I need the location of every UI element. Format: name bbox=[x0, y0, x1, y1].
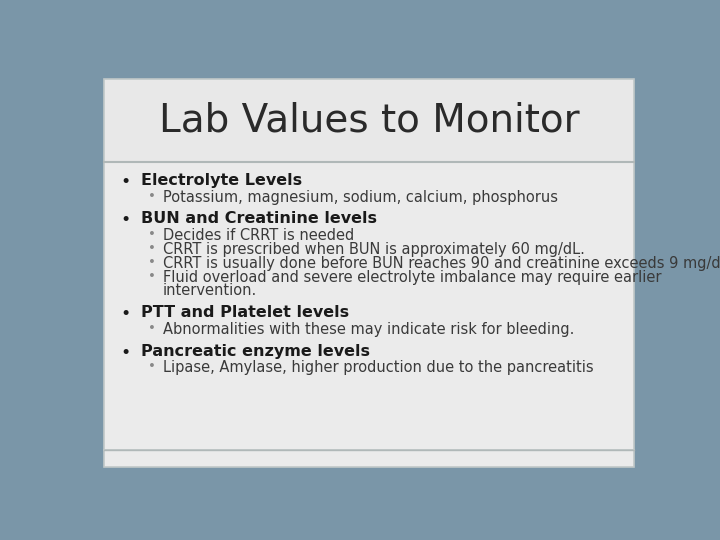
Text: Fluid overload and severe electrolyte imbalance may require earlier: Fluid overload and severe electrolyte im… bbox=[163, 269, 662, 285]
Text: CRRT is prescribed when BUN is approximately 60 mg/dL.: CRRT is prescribed when BUN is approxima… bbox=[163, 242, 585, 257]
Text: •: • bbox=[148, 322, 156, 335]
Text: •: • bbox=[148, 269, 156, 282]
Text: Abnormalities with these may indicate risk for bleeding.: Abnormalities with these may indicate ri… bbox=[163, 322, 575, 337]
FancyBboxPatch shape bbox=[104, 162, 634, 450]
Text: Pancreatic enzyme levels: Pancreatic enzyme levels bbox=[141, 343, 370, 359]
Text: CRRT is usually done before BUN reaches 90 and creatinine exceeds 9 mg/dL.: CRRT is usually done before BUN reaches … bbox=[163, 256, 720, 271]
FancyBboxPatch shape bbox=[104, 79, 634, 162]
Text: •: • bbox=[120, 173, 131, 191]
Text: •: • bbox=[148, 256, 156, 269]
Text: intervention.: intervention. bbox=[163, 284, 257, 299]
Text: •: • bbox=[148, 242, 156, 255]
Text: •: • bbox=[120, 343, 131, 362]
FancyBboxPatch shape bbox=[104, 450, 634, 467]
Text: •: • bbox=[148, 190, 156, 202]
Text: •: • bbox=[148, 228, 156, 241]
Text: BUN and Creatinine levels: BUN and Creatinine levels bbox=[141, 211, 377, 226]
Text: •: • bbox=[120, 305, 131, 323]
Text: PTT and Platelet levels: PTT and Platelet levels bbox=[141, 305, 349, 320]
Text: Decides if CRRT is needed: Decides if CRRT is needed bbox=[163, 228, 354, 243]
Text: •: • bbox=[148, 361, 156, 374]
Text: Potassium, magnesium, sodium, calcium, phosphorus: Potassium, magnesium, sodium, calcium, p… bbox=[163, 190, 558, 205]
Text: Lipase, Amylase, higher production due to the pancreatitis: Lipase, Amylase, higher production due t… bbox=[163, 361, 593, 375]
Text: Electrolyte Levels: Electrolyte Levels bbox=[141, 173, 302, 187]
Text: •: • bbox=[120, 211, 131, 229]
Text: Lab Values to Monitor: Lab Values to Monitor bbox=[158, 101, 580, 139]
